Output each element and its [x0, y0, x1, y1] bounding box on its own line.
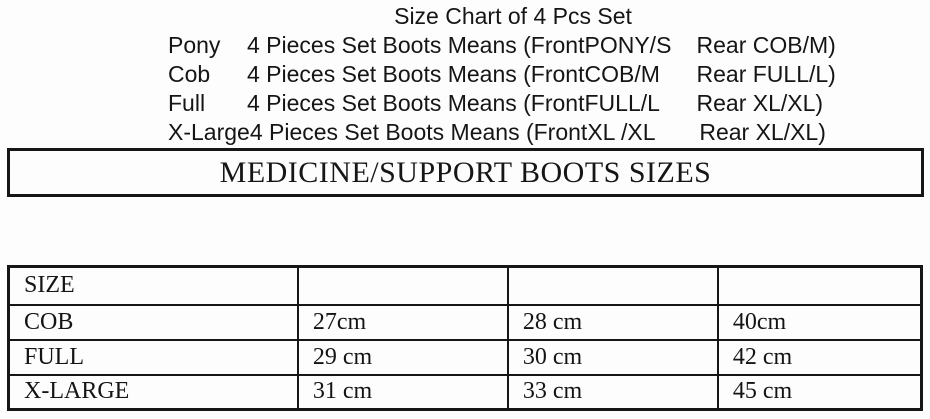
size-table-cell: 27cm — [296, 303, 509, 341]
size-table-header-row: SIZE — [7, 265, 923, 306]
size-table-header-cell — [716, 265, 923, 306]
set-row-rear: Rear COB/M) — [696, 32, 836, 58]
set-row-name: Cob — [168, 61, 211, 87]
set-row-rear: Rear XL/XL) — [696, 90, 824, 116]
set-row-rear: Rear XL/XL) — [699, 119, 826, 145]
set-row-desc: 4 Pieces Set Boots Means (Front — [247, 90, 585, 116]
set-row-front: PONY/S — [584, 32, 672, 58]
set-row-name: Full — [168, 90, 206, 116]
size-table-row-xlarge: X-LARGE 31 cm 33 cm 45 cm — [7, 373, 923, 411]
size-table-row-full: FULL 29 cm 30 cm 42 cm — [7, 338, 923, 376]
set-row-name: Pony — [168, 32, 221, 58]
set-row-desc: 4 Pieces Set Boots Means (Front — [249, 119, 588, 145]
size-table-cell: COB — [7, 303, 299, 341]
set-row-full: Full 4 Pieces Set Boots Means (Front FUL… — [168, 89, 858, 118]
set-row-cob: Cob 4 Pieces Set Boots Means (Front COB/… — [168, 60, 858, 89]
size-table-cell: 29 cm — [296, 338, 509, 376]
set-row-front: XL /XL — [587, 119, 656, 145]
size-table-cell: 45 cm — [716, 373, 923, 411]
set-row-pony: Pony 4 Pieces Set Boots Means (Front PON… — [168, 31, 858, 60]
banner-label: MEDICINE/SUPPORT BOOTS SIZES — [219, 155, 712, 189]
set-row-name: X-Large — [168, 119, 250, 145]
size-table: SIZE COB 27cm 28 cm 40cm FULL 29 cm 30 c… — [7, 265, 923, 411]
medicine-support-boots-banner: MEDICINE/SUPPORT BOOTS SIZES — [7, 148, 924, 197]
size-table-cell: X-LARGE — [7, 373, 299, 411]
size-table-cell: 42 cm — [716, 338, 923, 376]
set-row-front: COB/M — [584, 61, 660, 87]
set-row-xlarge: X-Large 4 Pieces Set Boots Means (Front … — [168, 118, 858, 147]
size-table-header-cell — [296, 265, 509, 306]
set-row-desc: 4 Pieces Set Boots Means (Front — [247, 32, 585, 58]
size-table-cell: 28 cm — [506, 303, 719, 341]
size-table-cell: 33 cm — [506, 373, 719, 411]
size-table-row-cob: COB 27cm 28 cm 40cm — [7, 303, 923, 341]
size-table-cell: 30 cm — [506, 338, 719, 376]
set-row-desc: 4 Pieces Set Boots Means (Front — [247, 61, 585, 87]
set-row-front: FULL/L — [584, 90, 660, 116]
size-table-cell: FULL — [7, 338, 299, 376]
size-table-header-cell: SIZE — [7, 265, 299, 306]
size-table-cell: 40cm — [716, 303, 923, 341]
size-table-cell: 31 cm — [296, 373, 509, 411]
set-row-rear: Rear FULL/L) — [696, 61, 836, 87]
size-table-header-cell — [506, 265, 719, 306]
set-description-section: Size Chart of 4 Pcs Set Pony 4 Pieces Se… — [168, 2, 858, 147]
page-title: Size Chart of 4 Pcs Set — [394, 3, 632, 29]
